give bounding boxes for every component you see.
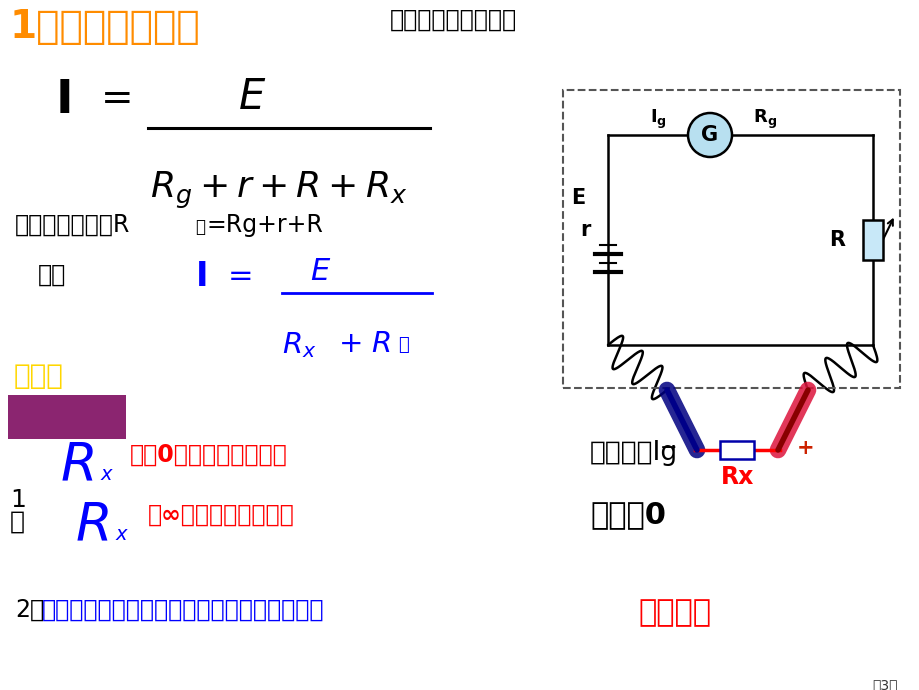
Text: 为旰0时，电流为多少？: 为旰0时，电流为多少？ [130,443,288,467]
Text: −: − [660,438,677,458]
Text: 2、: 2、 [15,598,44,622]
Text: $\mathbf{R_g}$: $\mathbf{R_g}$ [752,108,777,130]
Text: 1、欧姆表原理：: 1、欧姆表原理： [10,8,200,46]
Text: $R_x$: $R_x$ [282,330,316,359]
Text: G: G [700,125,718,145]
Text: 为∞时，电流为多少？: 为∞时，电流为多少？ [148,503,294,527]
Text: $\mathbf{I}$: $\mathbf{I}$ [55,78,70,123]
Text: $R$: $R$ [75,500,108,552]
Text: $\mathbf{I_g}$: $\mathbf{I_g}$ [649,108,665,130]
Text: $E$: $E$ [310,257,331,286]
FancyBboxPatch shape [8,395,126,439]
Text: 内: 内 [398,336,408,354]
Text: 电流表指针指到刻度盘中央时，电阱为多少？: 电流表指针指到刻度盘中央时，电阱为多少？ [42,598,324,622]
Text: $=$: $=$ [93,78,130,116]
FancyBboxPatch shape [862,220,882,260]
Text: $R_g + r + R + R_x$: $R_g + r + R + R_x$ [150,170,407,211]
Text: 满偏电流Ig: 满偏电流Ig [589,440,677,466]
Text: +: + [797,438,814,458]
Text: =Rg+r+R: =Rg+r+R [207,213,323,237]
Text: $\mathbf{E}$: $\mathbf{E}$ [570,188,584,208]
Text: 1: 1 [10,488,26,512]
Text: 电流为0: 电流为0 [589,500,665,529]
Text: $_x$: $_x$ [100,455,114,483]
Text: $E$: $E$ [238,76,266,118]
Text: 中値电阱: 中値电阱 [637,598,710,627]
Text: Rx: Rx [720,465,754,489]
Text: 得：: 得： [38,263,66,287]
Text: $=$: $=$ [221,260,252,289]
Text: 、: 、 [10,510,25,534]
Circle shape [687,113,732,157]
Text: 第3页: 第3页 [871,678,897,690]
Text: 内: 内 [195,218,205,236]
Text: $+\ R$: $+\ R$ [337,330,391,358]
Text: $\mathbf{r}$: $\mathbf{r}$ [579,220,592,240]
Text: 思索：: 思索： [14,362,63,390]
FancyBboxPatch shape [720,441,754,459]
Text: $\mathbf{R}$: $\mathbf{R}$ [828,230,845,250]
Text: $R$: $R$ [60,440,94,492]
Text: $_x$: $_x$ [115,515,129,543]
Text: 请写出电流表示式：: 请写出电流表示式： [390,8,516,32]
Text: 设欧姆表内阱为R: 设欧姆表内阱为R [15,213,130,237]
Text: $\mathbf{I}$: $\mathbf{I}$ [195,260,206,293]
